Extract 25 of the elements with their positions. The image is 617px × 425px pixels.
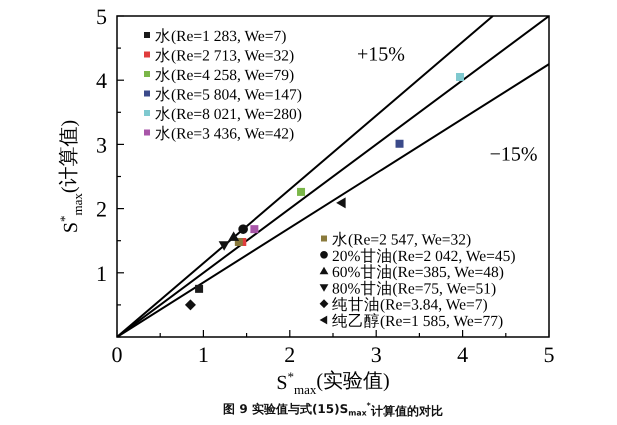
x-tick-label: 5 — [544, 342, 554, 367]
legend-label: 纯甘油(Re=3.84, We=7) — [332, 296, 488, 314]
legend-label: 水(Re=2 547, We=32) — [332, 230, 472, 248]
x-tick-label: 0 — [112, 342, 122, 367]
legend-label: 水(Re=8 021, We=280) — [155, 105, 302, 123]
legend-label: 水(Re=3 436, We=42) — [155, 124, 294, 142]
y-tick-label: 3 — [96, 132, 107, 158]
y-tick-label: 1 — [96, 260, 107, 286]
legend-label: 60%甘油(Re=385, We=48) — [332, 263, 504, 282]
y-tick-label: 5 — [96, 4, 107, 29]
legend-label: 80%甘油(Re=75, We=51) — [332, 279, 496, 298]
legend-label: 水(Re=5 804, We=147) — [155, 86, 302, 104]
x-tick-label: 1 — [198, 342, 209, 367]
legend-label: 水(Re=2 713, We=32) — [155, 46, 294, 64]
y-tick-label: 2 — [96, 196, 107, 222]
y-tick-label: 4 — [96, 68, 107, 94]
x-tick-label: 2 — [284, 342, 296, 367]
caption: 图 9 实验值与式(15)S$_{max}$$^{*}$计算值的对比 — [223, 400, 443, 418]
legend-label: 20%甘油(Re=2 042, We=45) — [332, 246, 516, 265]
x-tick-label: 3 — [370, 342, 382, 367]
x-axis-title: S$^{*}$$_{max}$(实验值) — [276, 369, 390, 398]
x-tick-label: 4 — [457, 342, 468, 367]
legend-label: 纯乙醇(Re=1 585, We=77) — [332, 312, 504, 330]
legend-label: 水(Re=4 258, We=79) — [155, 66, 294, 84]
legend-label: 水(Re=1 283, We=7) — [155, 27, 286, 45]
